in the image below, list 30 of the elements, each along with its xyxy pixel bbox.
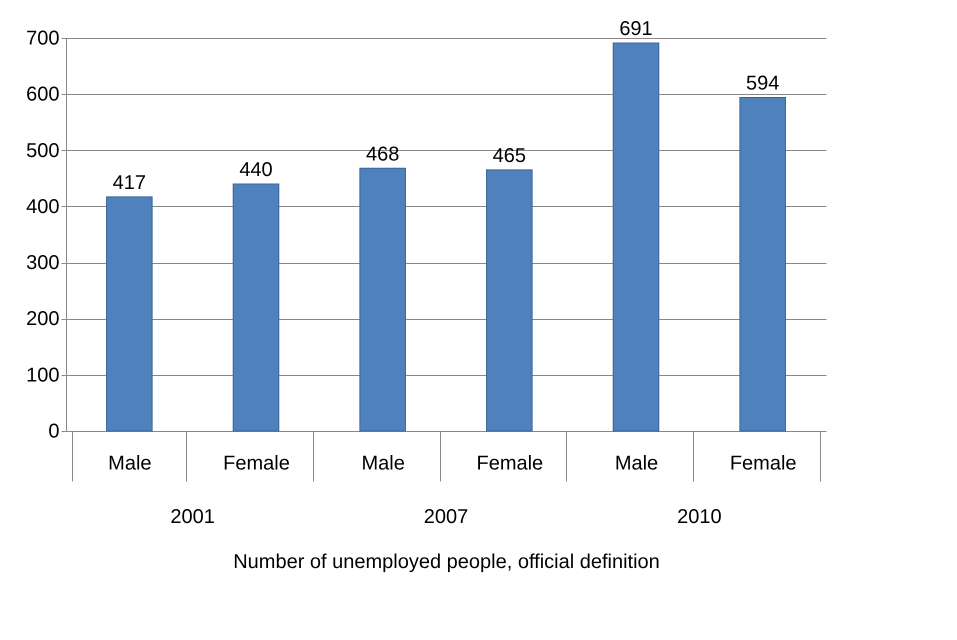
x-tick-label: Female [476, 452, 544, 474]
data-label: 594 [746, 72, 780, 95]
data-label: 465 [492, 144, 526, 167]
y-tick-label: 700 [26, 28, 60, 50]
x-tick-label: Male [614, 452, 658, 474]
y-tick-label: 200 [26, 308, 60, 330]
x-tick-label: Male [108, 452, 152, 474]
bar [612, 42, 660, 432]
x-tick-label: Female [223, 452, 290, 474]
x-tick-label: Male [361, 452, 405, 474]
data-label: 417 [112, 172, 146, 194]
text: 2010 [677, 506, 722, 528]
data-label: 691 [619, 18, 653, 40]
y-tick-label: 0 [48, 420, 60, 442]
y-tick-label: 100 [26, 364, 60, 386]
data-label: 440 [239, 158, 273, 181]
text: 2001 [170, 506, 215, 528]
y-tick-label: 300 [26, 252, 60, 274]
x-axis-title: Number of unemployed people, official definition [233, 551, 660, 573]
bar [486, 169, 533, 432]
y-tick-label: 500 [26, 140, 60, 162]
bar [359, 168, 406, 432]
bar [106, 196, 153, 432]
y-tick-label: 600 [26, 84, 60, 106]
x-tick-label: Female [730, 452, 797, 474]
bar [739, 97, 786, 432]
bar [232, 183, 280, 432]
y-tick-label: 400 [26, 196, 60, 218]
data-label: 468 [366, 143, 400, 166]
text: 2007 [424, 506, 468, 528]
